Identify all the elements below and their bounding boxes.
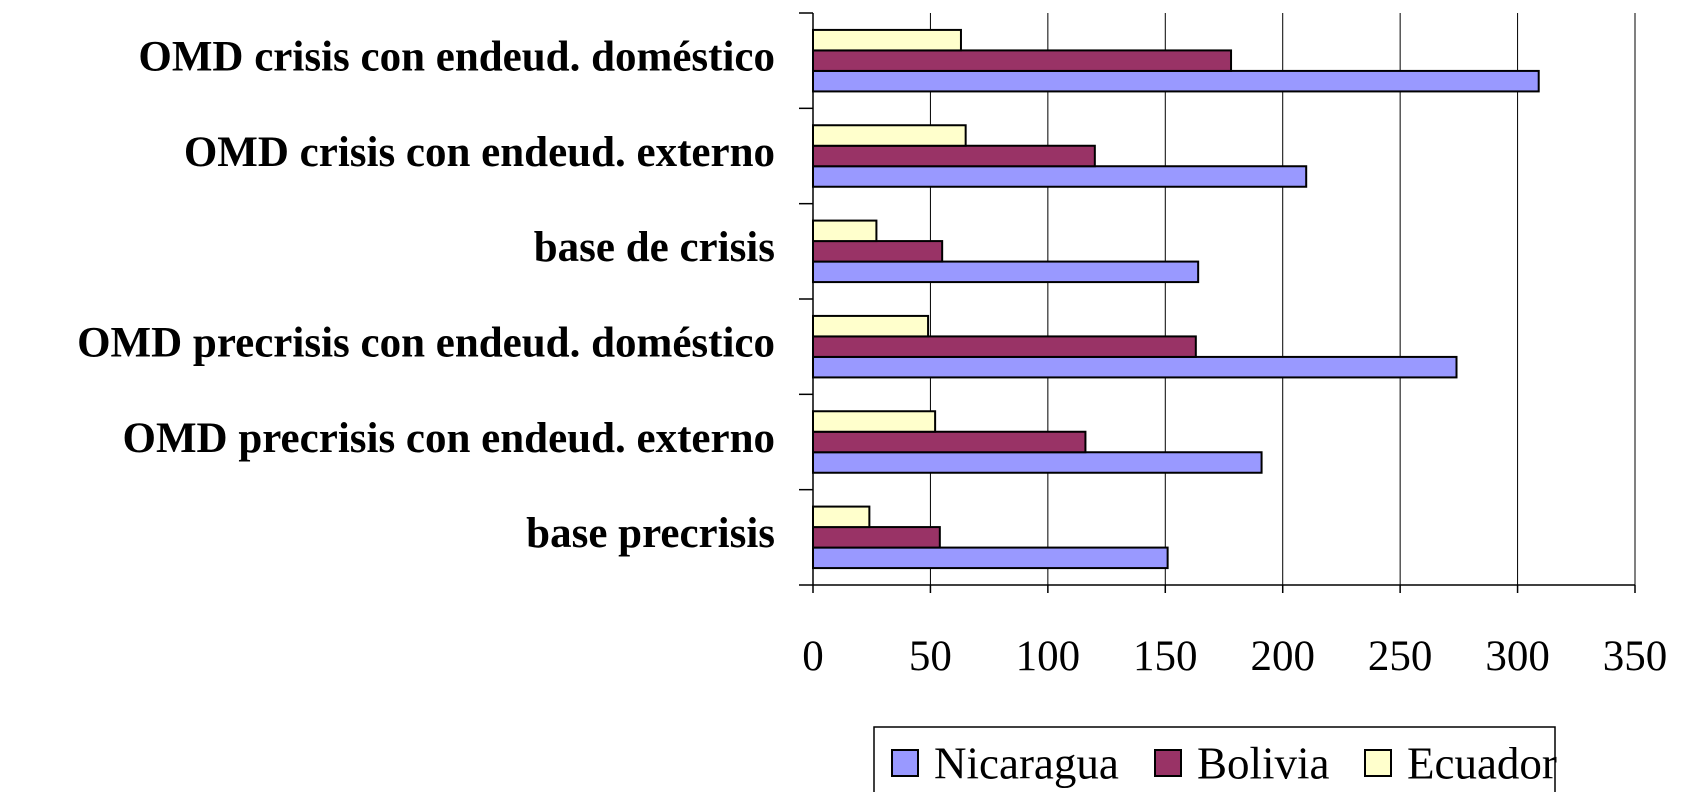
y-tick-label: base precrisis xyxy=(526,510,775,557)
bar xyxy=(812,28,962,52)
bar xyxy=(812,69,1540,93)
bar xyxy=(812,49,1233,72)
bar xyxy=(812,144,1096,168)
x-tick-label: 150 xyxy=(1133,633,1198,680)
bar xyxy=(812,355,1458,379)
bar xyxy=(812,451,1263,474)
legend-swatch xyxy=(1154,749,1182,777)
bar xyxy=(812,410,937,433)
bar xyxy=(812,240,944,263)
legend-label: Nicaragua xyxy=(934,738,1119,788)
bar xyxy=(812,505,871,529)
bar xyxy=(812,219,878,243)
bar xyxy=(812,124,967,147)
x-tick-label: 0 xyxy=(802,633,824,680)
bar xyxy=(812,526,941,549)
bar xyxy=(812,165,1308,188)
x-tick-label: 250 xyxy=(1368,633,1433,680)
y-tick-label: OMD crisis con endeud. doméstico xyxy=(138,34,775,81)
y-tick-label: OMD precrisis con endeud. doméstico xyxy=(77,320,775,367)
bar xyxy=(812,430,1087,454)
bar xyxy=(812,335,1197,358)
legend-swatch xyxy=(1364,749,1392,777)
legend-box xyxy=(873,726,1556,792)
bar xyxy=(812,314,930,338)
legend-swatch xyxy=(891,749,919,777)
legend-label: Bolivia xyxy=(1197,738,1330,788)
x-tick-label: 300 xyxy=(1485,633,1550,680)
legend-label: Ecuador xyxy=(1407,738,1557,788)
y-tick-label: base de crisis xyxy=(534,224,775,271)
y-tick-label: OMD precrisis con endeud. externo xyxy=(123,415,776,462)
y-tick-label: OMD crisis con endeud. externo xyxy=(184,129,775,176)
x-tick-label: 100 xyxy=(1016,633,1081,680)
x-tick-label: 200 xyxy=(1250,633,1315,680)
x-tick-label: 50 xyxy=(909,633,952,680)
x-tick-label: 350 xyxy=(1603,633,1668,680)
bar xyxy=(812,260,1200,284)
bar xyxy=(812,546,1169,570)
